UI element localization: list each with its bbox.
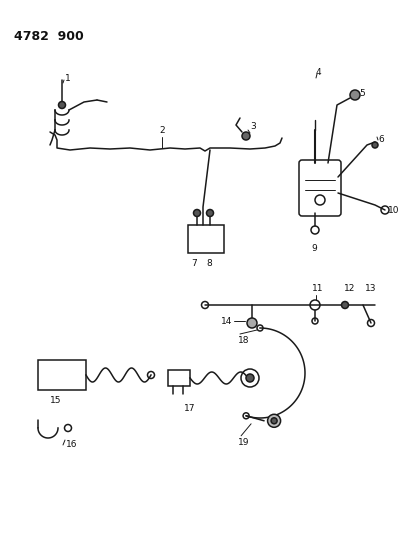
Text: 2: 2: [159, 126, 165, 135]
Text: 19: 19: [238, 438, 250, 447]
Text: 15: 15: [50, 396, 62, 405]
Circle shape: [268, 414, 281, 427]
Circle shape: [341, 302, 348, 309]
Text: 16: 16: [66, 440, 78, 449]
Text: 5: 5: [359, 89, 365, 98]
Text: 8: 8: [206, 259, 212, 268]
Circle shape: [58, 101, 66, 109]
Text: 14: 14: [221, 317, 232, 326]
Text: 3: 3: [250, 122, 256, 131]
Bar: [188, 225, 224, 253]
FancyBboxPatch shape: [299, 160, 341, 216]
Circle shape: [246, 374, 254, 382]
Text: 4782  900: 4782 900: [14, 30, 84, 43]
Bar: [38, 360, 86, 390]
Circle shape: [372, 142, 378, 148]
Text: 18: 18: [238, 336, 250, 345]
Text: 17: 17: [184, 404, 196, 413]
Text: 12: 12: [344, 284, 355, 293]
Circle shape: [242, 132, 250, 140]
Circle shape: [206, 209, 213, 216]
Text: 1: 1: [65, 74, 71, 83]
Circle shape: [247, 318, 257, 328]
Circle shape: [271, 418, 277, 424]
Text: 13: 13: [365, 284, 377, 293]
Text: 9: 9: [311, 244, 317, 253]
Text: 4: 4: [316, 68, 322, 77]
Text: 10: 10: [388, 206, 399, 215]
Circle shape: [350, 90, 360, 100]
Text: 7: 7: [191, 259, 197, 268]
Bar: [168, 370, 190, 386]
Circle shape: [193, 209, 200, 216]
Text: 6: 6: [378, 135, 384, 144]
Text: 11: 11: [312, 284, 324, 293]
